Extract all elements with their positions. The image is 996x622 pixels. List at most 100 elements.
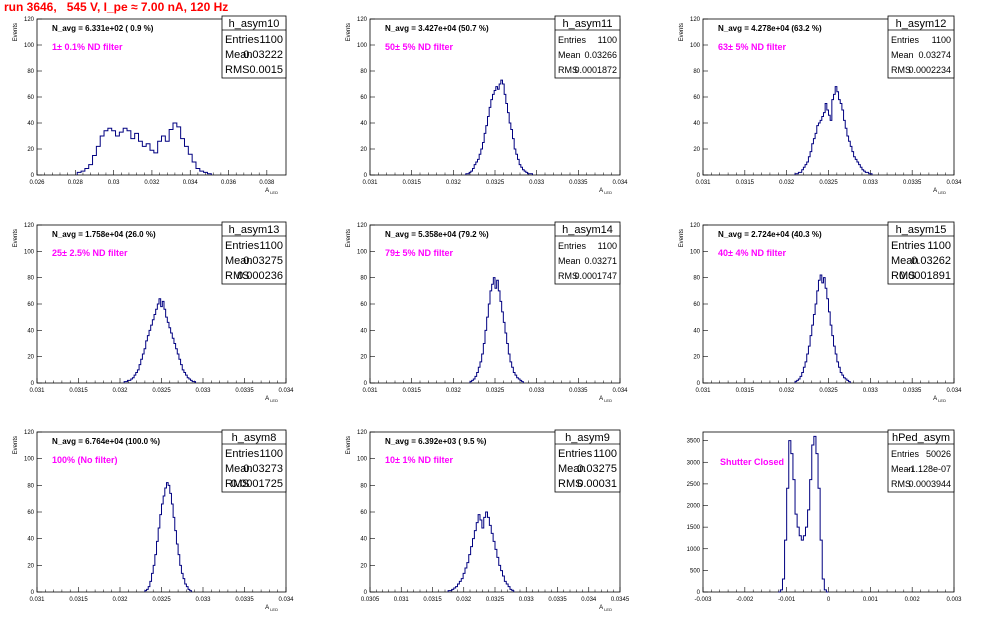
y-tick-label: 20 [360, 355, 367, 361]
x-tick-label: 0.034 [278, 597, 294, 603]
x-tick-label: 0.032 [779, 180, 795, 186]
y-tick-label: 20 [693, 147, 700, 153]
y-tick-label: 120 [24, 223, 35, 229]
stats-label-entries: Entries [558, 448, 593, 460]
stats-name: h_asym15 [896, 224, 947, 236]
stats-value-rms: 0.0002234 [908, 65, 951, 75]
stats-box [887, 15, 955, 79]
stats-label-rms: RMS [558, 65, 578, 75]
filter-label: 100% (No filter) [52, 455, 118, 465]
x-tick-label: 0.0325 [819, 388, 838, 394]
x-tick-label: 0.0325 [486, 388, 505, 394]
y-tick-label: 100 [357, 249, 368, 255]
x-axis-title: A LED [265, 188, 278, 195]
stats-value-entries: 1100 [598, 241, 617, 251]
filter-label: 1± 0.1% ND filter [52, 42, 123, 52]
stats-label-mean: Mean [891, 464, 914, 474]
histogram-line [447, 511, 515, 592]
stats-box [887, 221, 955, 285]
y-tick-label: 100 [357, 457, 368, 463]
y-tick-label: 60 [27, 95, 34, 101]
y-axis-title: Events [679, 23, 685, 41]
x-tick-label: 0.033 [519, 597, 535, 603]
stats-label-rms: RMS [558, 478, 582, 490]
x-tick-label: 0.036 [221, 180, 237, 186]
stats-value-entries: 1100 [932, 35, 951, 45]
x-tick-label: 0.032 [112, 597, 128, 603]
stats-name: h_asym13 [229, 224, 280, 236]
x-tick-label: 0.031 [362, 180, 378, 186]
y-tick-label: 120 [357, 223, 368, 229]
y-tick-label: 100 [24, 457, 35, 463]
pad-hPed_asym: -0.003 -0.002 -0.001 0 0.001 0.002 0.003 0 500 10… [687, 429, 962, 603]
stats-value-entries: 1100 [259, 448, 283, 460]
stats-label-entries: Entries [225, 448, 260, 460]
x-tick-label: 0.031 [695, 180, 711, 186]
stats-label-mean: Mean [891, 50, 914, 60]
y-tick-label: 120 [357, 430, 368, 436]
x-axis-title: A LED [933, 396, 946, 403]
y-tick-label: 20 [27, 147, 34, 153]
y-tick-label: 20 [27, 355, 34, 361]
stats-box [887, 429, 955, 493]
y-tick-label: 0 [364, 590, 368, 596]
histogram-line [76, 122, 212, 175]
y-tick-label: 120 [24, 17, 35, 23]
y-axis-title: Events [346, 23, 352, 41]
x-tick-label: 0.034 [581, 597, 597, 603]
pad-h_asym9: 0.0305 0.031 0.0315 0.032 0.0325 0.033 0.0335 0… [346, 429, 630, 612]
x-tick-label: 0.033 [529, 180, 545, 186]
navg-annotation: N_avg = 1.758e+04 (26.0 %) [52, 230, 156, 239]
histogram-line [794, 86, 873, 175]
x-tick-label: 0.0335 [548, 597, 567, 603]
x-tick-label: 0.0335 [235, 388, 254, 394]
navg-annotation: N_avg = 3.427e+04 (50.7 %) [385, 24, 489, 33]
x-axis-title: A LED [933, 188, 946, 195]
stats-name: h_asym9 [565, 432, 610, 444]
x-tick-label: 0.031 [362, 388, 378, 394]
x-tick-label: 0.033 [863, 180, 879, 186]
stats-label-mean: Mean [558, 463, 586, 475]
pad-h_asym8: 0.031 0.0315 0.032 0.0325 0.033 0.0335 0.034 0 2… [13, 429, 294, 612]
y-tick-label: 2000 [687, 504, 701, 510]
x-tick-label: 0.0335 [235, 597, 254, 603]
x-tick-label: 0.0315 [423, 597, 442, 603]
y-axis-title: Events [346, 229, 352, 247]
x-tick-label: 0.033 [195, 597, 211, 603]
y-tick-label: 80 [27, 276, 34, 282]
y-tick-label: 100 [690, 43, 701, 49]
x-tick-label: 0.0315 [402, 388, 421, 394]
y-tick-label: 3500 [687, 439, 701, 445]
y-tick-label: 500 [690, 568, 701, 574]
y-tick-label: 60 [693, 95, 700, 101]
y-tick-label: 0 [697, 381, 701, 387]
x-tick-label: 0.0325 [152, 388, 171, 394]
x-tick-label: 0.003 [946, 597, 962, 603]
histogram-line [123, 298, 197, 383]
navg-annotation: N_avg = 6.764e+04 (100.0 %) [52, 437, 160, 446]
x-tick-label: 0.031 [29, 597, 45, 603]
histogram-line [465, 79, 533, 175]
filter-label: 10± 1% ND filter [385, 455, 453, 465]
x-tick-label: 0.032 [112, 388, 128, 394]
x-tick-label: 0.033 [195, 388, 211, 394]
x-tick-label: 0.0315 [736, 180, 755, 186]
y-tick-label: 60 [360, 510, 367, 516]
stats-value-mean: 0.03262 [911, 255, 951, 267]
x-axis-title: A LED [599, 396, 612, 403]
x-axis-title: A LED [265, 396, 278, 403]
y-tick-label: 40 [693, 121, 700, 127]
stats-value-mean: 0.03271 [584, 256, 617, 266]
stats-value-mean: 0.03266 [584, 50, 617, 60]
stats-value-mean: 0.03275 [577, 463, 617, 475]
stats-value-rms: 0.0001747 [574, 271, 617, 281]
y-tick-label: 120 [357, 17, 368, 23]
pad-h_asym15: 0.031 0.0315 0.032 0.0325 0.033 0.0335 0.034 0 2… [679, 221, 962, 403]
y-axis-title: Events [346, 436, 352, 454]
stats-name: h_asym8 [232, 432, 277, 444]
x-tick-label: 0.034 [612, 180, 628, 186]
stats-name: hPed_asym [892, 432, 950, 444]
stats-value-entries: 50026 [926, 449, 951, 459]
y-tick-label: 0 [31, 173, 35, 179]
